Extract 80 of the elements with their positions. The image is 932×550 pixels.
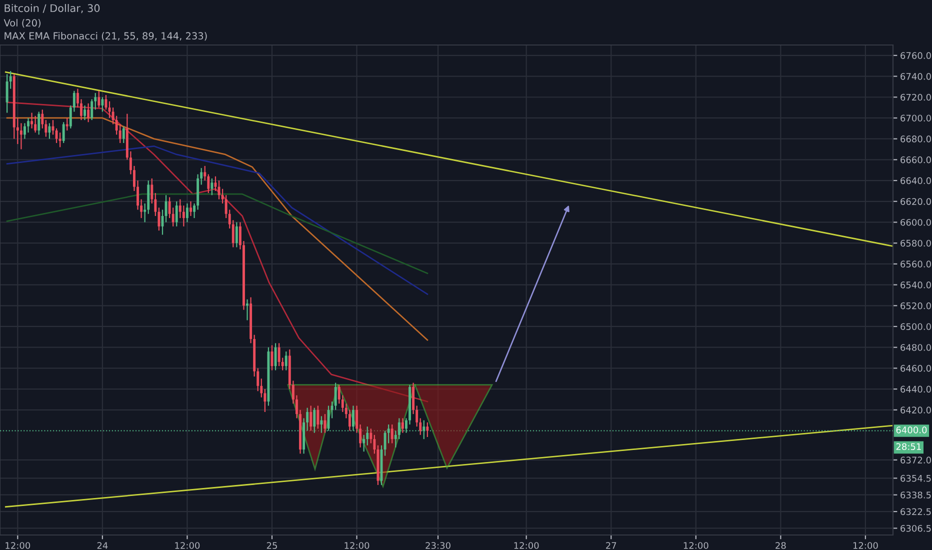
text: Vol (20) xyxy=(4,19,40,28)
candlestick xyxy=(55,128,58,144)
y-tick-label: 6680.0 xyxy=(900,136,931,142)
y-tick-label: 6460.0 xyxy=(900,364,931,372)
y-tick-label: 6620.0 xyxy=(900,198,931,205)
y-tick-label: 6600.0 xyxy=(900,218,931,226)
y-tick-label: 6440.0 xyxy=(900,386,931,393)
candlestick xyxy=(310,405,312,432)
candlestick xyxy=(348,409,351,432)
candlestick xyxy=(62,122,65,144)
y-tick-label: 6500.0 xyxy=(900,323,931,330)
x-tick-label: 23:30 xyxy=(426,542,450,549)
candlestick xyxy=(426,422,429,438)
y-tick-label: 6640.0 xyxy=(900,177,931,184)
y-tick-label: 6480.0 xyxy=(900,344,931,351)
candlestick xyxy=(324,414,326,434)
candlestick xyxy=(104,94,108,110)
y-tick-label: 6420.0 xyxy=(900,406,931,414)
y-tick-label: 6338.5 xyxy=(900,492,931,498)
x-tick-label: 25 xyxy=(266,542,277,549)
candlestick xyxy=(274,342,277,371)
y-tick-label: 6720.0 xyxy=(900,94,931,101)
candlestick xyxy=(87,102,90,123)
y-tick-label: 6322.5 xyxy=(900,508,931,516)
x-tick-label: 12:00 xyxy=(175,542,200,549)
candlestick xyxy=(38,111,40,136)
y-tick-label: 6700.0 xyxy=(900,114,931,122)
y-tick-label: 6306.5 xyxy=(900,524,931,532)
candlestick xyxy=(30,112,34,129)
candlestick xyxy=(186,202,188,223)
x-tick-label: 12:00 xyxy=(853,542,878,549)
candlestick xyxy=(41,109,44,129)
candlestick xyxy=(58,132,62,148)
x-tick-label: 28 xyxy=(776,542,786,549)
candlestick xyxy=(90,98,94,121)
candlestick xyxy=(362,434,366,452)
y-tick-label: 6520.0 xyxy=(900,302,931,310)
candlestick xyxy=(48,122,51,140)
candlestick xyxy=(401,418,404,434)
candlestick xyxy=(20,122,22,150)
x-tick-label: 12:00 xyxy=(684,542,708,549)
y-tick-label: 6540.0 xyxy=(900,282,931,288)
candlestick xyxy=(334,382,337,410)
x-tick-label: 24 xyxy=(97,542,108,549)
y-tick-label: 6372.0 xyxy=(900,456,931,464)
candlestick xyxy=(98,90,100,108)
candlestick xyxy=(101,96,104,112)
candlestick xyxy=(6,74,8,114)
candlestick xyxy=(84,104,86,121)
candlestick xyxy=(316,405,320,430)
y-tick-label: 6760.0 xyxy=(900,52,931,59)
candlestick xyxy=(182,205,185,227)
text: MAX EMA Fibonacci (21, 55, 89, 144, 233) xyxy=(4,32,207,41)
candlestick xyxy=(66,117,68,132)
candlestick xyxy=(320,416,323,434)
x-tick-label: 27 xyxy=(606,542,616,549)
candlestick xyxy=(246,298,249,321)
candlestick xyxy=(122,126,125,144)
candlestick xyxy=(175,200,178,227)
y-tick-label: 6660.0 xyxy=(900,156,931,164)
candlestick xyxy=(278,342,280,367)
x-tick-label: 12:00 xyxy=(6,542,30,549)
y-tick-label: 6560.0 xyxy=(900,260,931,268)
candlestick xyxy=(34,115,37,134)
text: 28:51 xyxy=(896,443,921,450)
candlestick xyxy=(190,200,192,217)
candlestick xyxy=(284,350,288,371)
candlestick xyxy=(164,194,168,223)
x-tick-label: 12:00 xyxy=(514,542,539,549)
y-tick-label: 6740.0 xyxy=(900,73,931,80)
x-tick-label: 12:00 xyxy=(344,542,370,549)
candlestick xyxy=(210,178,214,196)
candlestick xyxy=(390,424,394,444)
ref-line-label: 6400.0 xyxy=(896,426,927,434)
candlestick xyxy=(214,176,217,192)
y-tick-label: 6354.5 xyxy=(900,474,931,482)
chart-title: Bitcoin / Dollar, 30 xyxy=(4,4,100,14)
candlestick xyxy=(118,124,122,144)
y-tick-label: 6580.0 xyxy=(900,240,931,247)
candlestick xyxy=(235,222,238,248)
